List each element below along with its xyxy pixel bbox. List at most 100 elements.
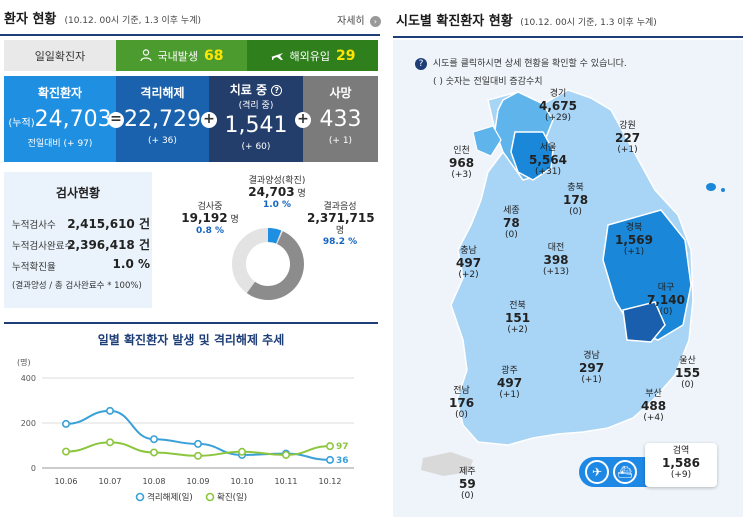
region-gwangju[interactable]: 광주 497 (+1) (497, 366, 523, 400)
series-point (150, 448, 159, 457)
daily-label: 일일확진자 (4, 40, 116, 71)
series-end-label: 97 (336, 442, 349, 452)
equals-sign: = (108, 112, 124, 128)
region-chungnam[interactable]: 충남 497 (+2) (456, 246, 482, 280)
test-row-value: 2,415,610 건 (67, 217, 150, 231)
x-tick-label: 10.08 (143, 477, 166, 486)
domestic-cases[interactable]: 국내발생 68 (116, 40, 247, 71)
y-tick-label: 400 (21, 374, 36, 383)
person-icon (139, 49, 152, 62)
question-icon[interactable]: ? (271, 85, 283, 96)
daegu-area[interactable] (622, 301, 666, 343)
region-incheon[interactable]: 인천 968 (+3) (449, 146, 475, 180)
series-point (194, 451, 203, 460)
plane-icon (270, 52, 283, 60)
donut-label-testing: 검사중 19,192 명 0.8 % (181, 202, 239, 236)
series-end-label: 36 (336, 456, 349, 466)
y-tick-label: 200 (21, 419, 36, 428)
region-status-title: 시도별 확진환자 현황 (396, 14, 513, 29)
donut-negative-arc (246, 231, 304, 300)
released-value: 22,729 (124, 107, 201, 132)
stats-row: 확진환자 (누적)24,703 전일대비 (+ 97) 격리해제 22,729 … (4, 76, 378, 162)
chart-title: 일별 확진환자 발생 및 격리해제 추세 (4, 322, 378, 348)
series-point (106, 406, 115, 415)
jeju-island[interactable] (421, 452, 473, 476)
y-axis-label: (명) (17, 357, 31, 367)
legend-marker (135, 492, 145, 502)
arrow-right-icon[interactable]: › (369, 15, 381, 27)
region-busan[interactable]: 부산 488 (+4) (641, 389, 667, 423)
korea-mainland (450, 89, 694, 446)
region-sejong[interactable]: 세종 78 (0) (503, 206, 520, 240)
more-link[interactable]: 자세히 › (337, 12, 381, 27)
region-daejeon[interactable]: 대전 398 (+13) (543, 243, 570, 277)
airplane-icon: ✈ (585, 460, 609, 484)
series-point (238, 447, 247, 456)
region-chungbuk[interactable]: 충북 178 (0) (563, 183, 589, 217)
plus-sign: + (201, 112, 217, 128)
overseas-value: 29 (336, 47, 356, 64)
series-point (281, 450, 290, 459)
map-info-line2: ( ) 숫자는 전일대비 증감수치 (433, 77, 543, 87)
released-label: 격리해제 (140, 86, 185, 100)
domestic-value: 68 (204, 47, 224, 64)
region-gyeongbuk[interactable]: 경북 1,569 (+1) (615, 223, 653, 257)
region-status-subtitle: (10.12. 00시 기준, 1.3 이후 누계) (520, 18, 657, 28)
gyeongbuk-area[interactable] (602, 209, 692, 341)
legend-label: 확진(일) (217, 492, 247, 503)
chart-legend: 격리해제(일) 확진(일) (135, 492, 247, 503)
series-point (150, 435, 159, 444)
region-gangwon[interactable]: 강원 227 (+1) (615, 121, 641, 155)
region-jeju[interactable]: 제주 59 (0) (459, 467, 476, 501)
treatment-cell: 치료 중 ? (격리 중) 1,541 (+ 60) (209, 76, 303, 162)
released-delta: (+ 36) (148, 136, 177, 146)
donut-positive-arc (267, 228, 282, 244)
test-row-label: 누적확진율 (12, 262, 56, 273)
y-tick-label: 0 (31, 464, 36, 473)
region-status-header: 시도별 확진환자 현황 (10.12. 00시 기준, 1.3 이후 누계) (396, 10, 657, 29)
region-daegu[interactable]: 대구 7,140 (0) (647, 283, 685, 317)
x-tick-label: 10.06 (55, 477, 78, 486)
overseas-cases[interactable]: 해외유입 29 (247, 40, 378, 71)
x-tick-label: 10.09 (187, 477, 210, 486)
treatment-delta: (+ 60) (241, 142, 271, 152)
x-tick-label: 10.07 (99, 477, 122, 486)
chart-x-ticks: 10.06 10.07 10.08 10.09 10.10 10.11 10.12 (55, 477, 342, 486)
daily-confirmed-bar: 일일확진자 국내발생 68 해외유입 29 (4, 40, 378, 71)
region-quarantine[interactable]: 검역 1,586 (+9) (645, 443, 717, 487)
region-ulsan[interactable]: 울산 155 (0) (675, 356, 701, 390)
patient-status-title: 환자 현황 (4, 12, 57, 27)
region-gyeonggi[interactable]: 경기 4,675 (+29) (539, 89, 577, 123)
patient-status-subtitle: (10.12. 00시 기준, 1.3 이후 누계) (64, 16, 202, 26)
region-status-panel: 시도별 확진환자 현황 (10.12. 00시 기준, 1.3 이후 누계) ?… (393, 0, 743, 517)
confirmed-prefix: (누적) (8, 118, 35, 129)
test-row-label: 누적검사완료수 (12, 241, 74, 252)
treatment-sublabel: (격리 중) (238, 101, 274, 111)
korea-map (421, 89, 725, 476)
confirmed-label: 확진환자 (37, 86, 83, 100)
region-jeonbuk[interactable]: 전북 151 (+2) (505, 301, 531, 335)
test-summary-box: 검사현황 누적검사수 2,415,610 건 누적검사완료수 2,396,418… (4, 172, 152, 308)
legend-marker (205, 492, 215, 502)
test-row-value: 1.0 % (112, 257, 150, 271)
test-row: 누적검사완료수 2,396,418 건 (12, 238, 150, 252)
test-row: 누적검사수 2,415,610 건 (12, 217, 150, 231)
test-row-label: 누적검사수 (12, 220, 56, 231)
series-point (106, 438, 115, 447)
test-note: (결과양성 / 총 검사완료수 * 100%) (12, 281, 142, 291)
series-point (194, 439, 203, 448)
region-gyeongnam[interactable]: 경남 297 (+1) (579, 351, 605, 385)
chart-grid: 0 200 400 (21, 374, 354, 473)
more-label[interactable]: 자세히 (337, 16, 365, 27)
ulleungdo (706, 183, 716, 191)
region-divider (393, 36, 743, 38)
domestic-label: 국내발생 (157, 49, 198, 63)
seoul-area[interactable] (510, 131, 554, 181)
confirmed-cell: 확진환자 (누적)24,703 전일대비 (+ 97) (4, 76, 116, 162)
deaths-value: 433 (319, 107, 362, 132)
region-jeonnam[interactable]: 전남 176 (0) (449, 386, 475, 420)
incheon-area[interactable] (472, 125, 502, 157)
region-seoul[interactable]: 서울 5,564 (+31) (529, 143, 567, 177)
